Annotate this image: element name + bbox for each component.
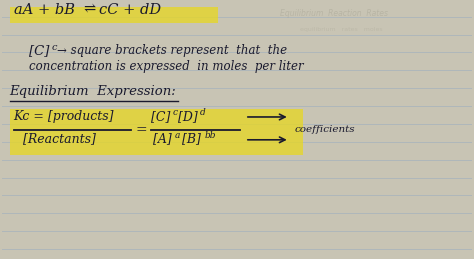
Text: a: a: [174, 131, 180, 140]
Text: [B]: [B]: [182, 132, 201, 145]
Text: cC + dD: cC + dD: [99, 3, 161, 17]
Text: [C]: [C]: [29, 44, 50, 57]
Bar: [9, 7, 218, 23]
Text: =: =: [136, 123, 147, 137]
Text: concentration is expressed  in moles  per liter: concentration is expressed in moles per …: [29, 60, 304, 73]
Text: equilibrium   rates   moles: equilibrium rates moles: [300, 27, 382, 32]
Text: Equilibrium  Expression:: Equilibrium Expression:: [9, 85, 176, 98]
Text: c: c: [173, 108, 177, 117]
Text: → square brackets represent  that  the: → square brackets represent that the: [57, 44, 287, 57]
Text: d: d: [200, 108, 206, 117]
Text: bb: bb: [204, 131, 216, 140]
Text: Equilibrium  Reaction  Rates: Equilibrium Reaction Rates: [280, 9, 388, 18]
Bar: [9, 109, 302, 155]
Text: [D]: [D]: [178, 110, 198, 123]
Text: [C]: [C]: [151, 110, 170, 123]
Text: ⇌: ⇌: [83, 3, 95, 17]
Text: coefficients: coefficients: [295, 125, 355, 134]
Text: c: c: [51, 44, 57, 52]
Text: Kc = [products]: Kc = [products]: [14, 110, 114, 123]
Text: [A]: [A]: [153, 132, 171, 145]
Text: aA + bB: aA + bB: [14, 3, 74, 17]
Text: [Reactants]: [Reactants]: [23, 132, 96, 145]
